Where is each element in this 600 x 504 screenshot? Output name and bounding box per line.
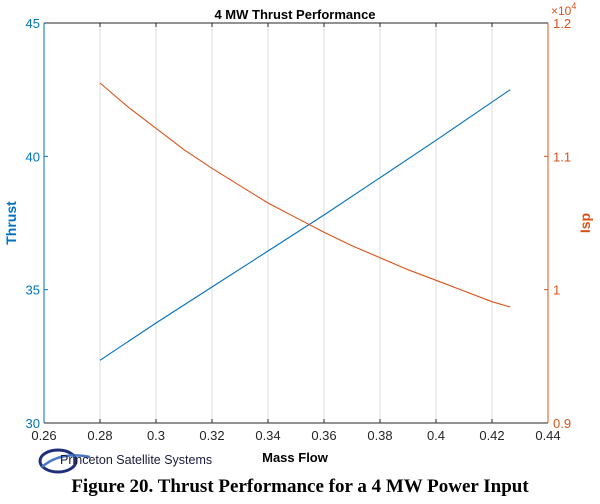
thrust-isp-chart: 0.26 0.28 0.3 0.32 0.34 0.36 0.38 0.4 0.42 0.44 30… [3,1,593,465]
x-axis-label: Mass Flow [262,450,329,465]
x-tick-label: 0.4 [427,428,445,443]
x-tick-label: 0.36 [311,428,336,443]
x-tick-label: 0.42 [479,428,504,443]
y-right-tick-label: 1.1 [553,149,571,164]
series-line-thrust [99,89,511,361]
grid-lines [99,23,493,423]
y-left-tick-label: 45 [26,16,40,31]
x-tick-label: 0.28 [87,428,112,443]
x-tick-label: 0.34 [255,428,280,443]
logo-text: Princeton Satellite Systems [60,453,213,467]
series-lines [99,82,511,361]
figure-caption: Figure 20. Thrust Performance for a 4 MW… [71,476,529,497]
company-logo: Princeton Satellite Systems [38,447,218,475]
y-right-tick-label: 1.2 [553,16,571,31]
tick-labels: 0.26 0.28 0.3 0.32 0.34 0.36 0.38 0.4 0.42 0.44 30… [26,16,572,443]
right-axis-exponent: ×104 [551,1,576,18]
x-tick-label: 0.44 [535,428,560,443]
y-axis-label-left: Thrust [3,201,19,245]
y-right-tick-label: 1 [553,283,560,298]
series-line-isp [99,82,511,308]
x-tick-label: 0.26 [31,428,56,443]
y-left-tick-label: 30 [26,416,40,431]
y-axis-label-right: Isp [577,213,593,233]
y-left-tick-label: 40 [26,149,40,164]
swoosh-icon [38,448,91,474]
chart-title: 4 MW Thrust Performance [214,7,375,22]
x-tick-label: 0.38 [367,428,392,443]
x-tick-label: 0.3 [147,428,165,443]
y-right-tick-label: 0.9 [553,416,571,431]
x-tick-label: 0.32 [199,428,224,443]
axes [43,22,549,424]
y-left-tick-label: 35 [26,283,40,298]
